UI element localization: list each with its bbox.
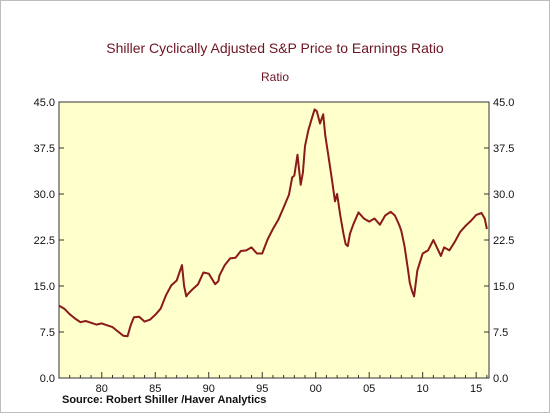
chart-title: Shiller Cyclically Adjusted S&P Price to… xyxy=(106,40,444,56)
source-note: Source: Robert Shiller /Haver Analytics xyxy=(62,394,267,406)
x-tick-label: 15 xyxy=(470,383,482,395)
y-tick-label-left: 30.0 xyxy=(34,189,55,201)
x-tick-label: 10 xyxy=(417,383,429,395)
plot-area xyxy=(58,101,490,379)
y-tick-label-left: 7.5 xyxy=(40,327,55,339)
x-tick-label: 90 xyxy=(203,383,215,395)
y-tick-label-right: 0.0 xyxy=(493,373,508,385)
x-tick-label: 80 xyxy=(96,383,108,395)
chart-subtitle: Ratio xyxy=(260,70,289,84)
y-tick-label-left: 37.5 xyxy=(34,143,55,155)
y-tick-label-right: 30.0 xyxy=(493,189,514,201)
y-tick-label-right: 22.5 xyxy=(493,235,514,247)
x-tick-label: 95 xyxy=(256,383,268,395)
y-tick-label-right: 7.5 xyxy=(493,327,508,339)
y-tick-label-right: 45.0 xyxy=(493,97,514,109)
y-tick-label-left: 22.5 xyxy=(34,235,55,247)
x-tick-label: 85 xyxy=(149,383,161,395)
y-tick-label-left: 45.0 xyxy=(34,97,55,109)
y-tick-label-left: 15.0 xyxy=(34,281,55,293)
y-tick-label-right: 37.5 xyxy=(493,143,514,155)
y-tick-label-right: 15.0 xyxy=(493,281,514,293)
x-tick-label: 05 xyxy=(363,383,375,395)
cape-ratio-series-line xyxy=(58,108,488,338)
x-tick-label: 00 xyxy=(310,383,322,395)
y-tick-label-left: 0.0 xyxy=(40,373,55,385)
